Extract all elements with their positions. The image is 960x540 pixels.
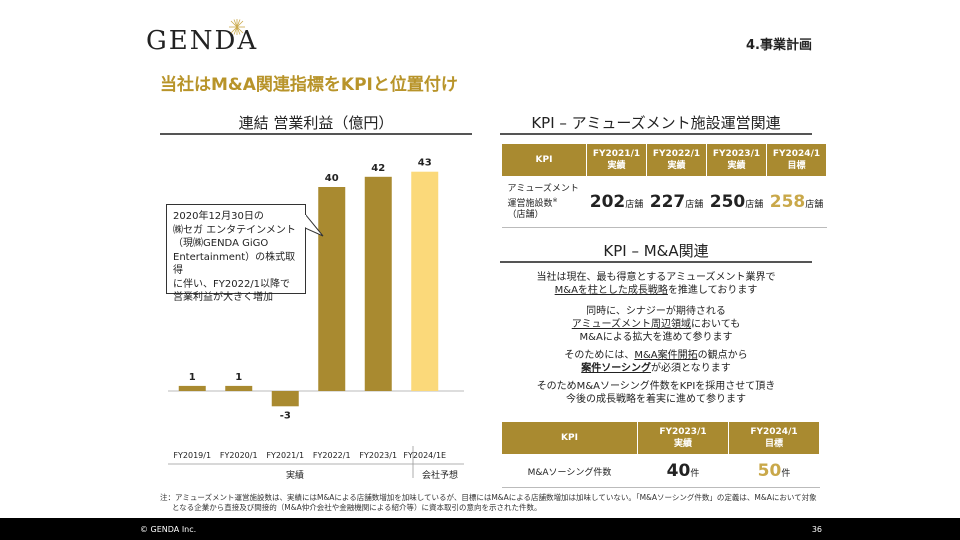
x-tick-label: FY2022/1 xyxy=(313,451,351,460)
callout-line: 営業利益が大きく増加 xyxy=(173,292,273,303)
callout-line: Entertainment）の株式取得 xyxy=(173,251,296,277)
footer-bar: © GENDA Inc. 36 xyxy=(0,518,960,540)
section-label: 4.事業計画 xyxy=(746,38,812,53)
chart-bar xyxy=(271,391,299,407)
data-label: 42 xyxy=(371,163,385,174)
x-tick-label: FY2021/1 xyxy=(266,451,304,460)
kpi-value-cell: 258店舗 xyxy=(766,176,827,228)
chart-bar xyxy=(318,187,346,391)
chart-bar xyxy=(411,171,439,391)
operating-profit-chart: 1 FY2019/1 1 FY2020/1 -3 FY2021/1 40 FY2022/1 42… xyxy=(168,158,464,481)
x-tick-label: FY2024/1E xyxy=(403,451,446,460)
kpi-value-cell: 227店舗 xyxy=(646,176,707,228)
ma-paragraph: そのためには、M&A案件開拓の観点から 案件ソーシングが必須となります xyxy=(564,350,748,374)
kpi-amusement-table: KPI FY2021/1 実績 FY2022/1 実績 FY2023/1 実績 FY2… xyxy=(501,143,827,228)
kpi-ma-table: KPI FY2023/1 実績 FY2024/1 目標 M&Aソーシング件数 40件… xyxy=(501,421,820,488)
callout-line: に伴い、FY2022/1以降で xyxy=(173,278,291,290)
kpi-value-cell: 202店舗 xyxy=(586,176,647,228)
chart-title-rule xyxy=(160,133,472,135)
ma-paragraph: そのためM&Aソーシング件数をKPIを採用させて頂き 今後の成長戦略を着実に進め… xyxy=(536,381,776,405)
chart-title: 連結 営業利益（億円） xyxy=(238,114,394,132)
kpi-value-cell: 250店舗 xyxy=(706,176,767,228)
chart-bar xyxy=(178,385,206,391)
kpi-column-header: FY2023/1 実績 xyxy=(637,421,729,455)
x-tick-label: FY2019/1 xyxy=(173,451,211,460)
kpi-column-header: FY2022/1 実績 xyxy=(646,143,707,177)
x-tick-label: FY2020/1 xyxy=(220,451,258,460)
kpi-header-cell: KPI xyxy=(501,421,638,455)
callout-line: 2020年12月30日の xyxy=(173,211,264,222)
table-row: アミューズメント 運営施設数※ （店舗） 202店舗 227店舗 250店舗 2… xyxy=(501,176,827,228)
kpi-column-header: FY2024/1 目標 xyxy=(766,143,827,177)
chart-bar xyxy=(225,385,253,391)
kpi-ma-title: KPI – M&A関連 xyxy=(603,242,709,260)
kpi-column-header: FY2023/1 実績 xyxy=(706,143,767,177)
page-headline: 当社はM&A関連指標をKPIと位置付け xyxy=(160,75,458,95)
kpi-column-header: FY2024/1 目標 xyxy=(728,421,820,455)
ma-paragraph: 同時に、シナジーが期待される アミューズメント周辺領域においても M&Aによる拡… xyxy=(571,306,741,343)
sparkle-icon xyxy=(229,19,245,35)
data-label: -3 xyxy=(280,410,291,421)
chart-bar xyxy=(364,176,392,391)
ma-paragraph: 当社は現在、最も得意とするアミューズメント業界で M&Aを柱とした成長戦略を推進… xyxy=(536,272,776,296)
kpi-amusement-rule xyxy=(500,133,812,135)
group-label-actual: 実績 xyxy=(286,469,304,481)
group-label-forecast: 会社予想 xyxy=(422,469,458,481)
copyright: © GENDA Inc. xyxy=(140,525,197,534)
data-label: 1 xyxy=(235,372,242,383)
footnote: 注：アミューズメント運営施設数は、実績にはM&Aによる店舗数増加を加味しているが… xyxy=(160,493,817,512)
table-row: M&Aソーシング件数 40件 50件 xyxy=(501,454,820,488)
data-label: 1 xyxy=(189,372,196,383)
kpi-column-header: FY2021/1 実績 xyxy=(586,143,647,177)
kpi-header-cell: KPI xyxy=(501,143,587,177)
data-label: 40 xyxy=(325,173,339,184)
kpi-row-label: M&Aソーシング件数 xyxy=(501,454,638,488)
page-number: 36 xyxy=(811,525,822,534)
callout-box: 2020年12月30日の ㈱セガ エンタテインメント （現㈱GENDA GiGO… xyxy=(166,204,306,303)
kpi-ma-rule xyxy=(500,261,812,263)
kpi-value-cell: 40件 xyxy=(637,454,729,488)
data-label: 43 xyxy=(418,158,432,169)
kpi-row-label: アミューズメント 運営施設数※ （店舗） xyxy=(501,176,587,228)
x-tick-label: FY2023/1 xyxy=(359,451,397,460)
kpi-value-cell: 50件 xyxy=(728,454,820,488)
callout-line: ㈱セガ エンタテインメント xyxy=(173,224,296,236)
kpi-amusement-title: KPI – アミューズメント施設運営関連 xyxy=(531,114,781,132)
callout-line: （現㈱GENDA GiGO xyxy=(173,238,269,249)
genda-logo: GENDA xyxy=(146,26,259,56)
callout-pointer xyxy=(305,214,324,237)
